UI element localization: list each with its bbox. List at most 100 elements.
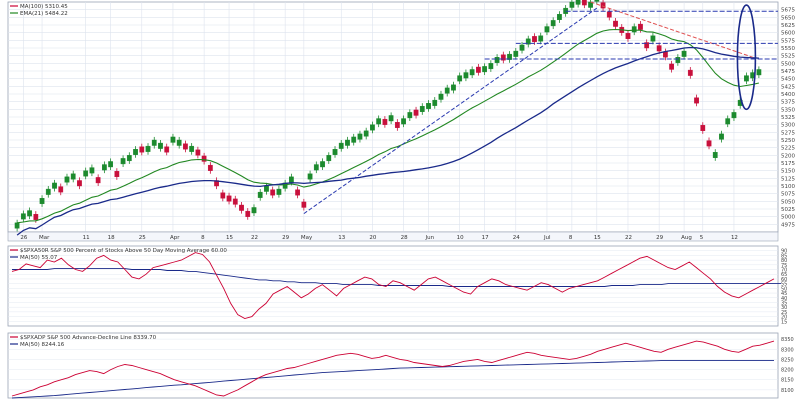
candle-body [444,87,450,94]
candle-body [725,118,731,125]
candle-body [301,201,307,208]
legend-label: MA(50) 8244.16 [20,342,65,348]
candle-body [756,69,762,76]
price-y-tick: 5175 [781,161,795,167]
candle-body [469,69,475,76]
candle-body [513,50,519,57]
x-tick-label: 5 [700,235,704,241]
breadth-panel-frame [7,245,779,327]
candle-body [251,207,257,214]
x-tick-label: 10 [457,235,464,241]
price-y-tick: 5600 [781,31,795,37]
candle-body [413,109,419,116]
x-tick-label: 15 [226,235,233,241]
candle-body [77,180,82,187]
breadth-y-tick: 75 [781,263,787,269]
candle-body [538,35,544,42]
candle-body [419,106,425,112]
candle-body [114,171,120,177]
x-tick-label: 22 [251,235,258,241]
candle-body [476,66,481,73]
adline-panel-frame [7,332,779,399]
candle-body [58,186,64,193]
legend-label: MA(100) 5310.45 [20,4,68,10]
x-tick-label: Aug [681,235,692,241]
breadth-main-line [11,252,775,319]
candle-body [532,36,537,43]
candle-body [295,189,300,196]
candle-body [500,54,506,61]
price-y-tick: 5325 [781,115,795,121]
candle-body [176,139,182,146]
highlight-ellipse [736,4,757,111]
candle-body [14,222,20,229]
candle-body [525,38,531,45]
price-y-tick: 5650 [781,15,795,21]
candle-body [488,63,494,70]
breadth-y-tick: 50 [781,286,787,292]
candle-body [158,142,163,149]
candle-body [401,118,406,125]
x-axis-band [7,231,779,242]
candle-body [27,210,32,217]
x-tick-label: 12 [731,235,738,241]
candle-body [712,152,718,158]
candle-body [220,192,226,199]
price-y-tick: 5350 [781,107,795,113]
candle-body [195,149,201,156]
price-y-tick: 5450 [781,77,795,83]
price-y-tick: 5225 [781,146,795,152]
candle-body [145,145,151,152]
legend-label: $SPXADP S&P 500 Advance-Decline Line 833… [20,335,157,341]
candle-body [581,0,587,6]
breadth-y-tick: 45 [781,291,787,297]
candle-body [388,115,394,122]
candle-body [631,26,637,33]
candle-body [519,44,525,51]
candle-body [264,185,269,192]
candle-body [376,118,382,125]
candle-body [345,139,350,146]
price-y-tick: 5525 [781,54,795,60]
candle-body [719,133,724,140]
candle-body [575,0,581,5]
candle-body [432,99,438,106]
adline-y-tick: 8250 [781,357,794,363]
x-tick-label: 18 [108,235,115,241]
candle-body [594,0,600,2]
candle-body [164,146,170,153]
price-y-tick: 5075 [781,192,795,198]
candle-body [95,177,101,184]
candle-body [151,139,157,146]
breadth-y-tick: 35 [781,300,787,306]
candle-body [457,75,463,82]
candle-body [126,155,132,162]
price-y-tick: 5575 [781,38,795,44]
price-y-tick: 5200 [781,153,795,159]
x-tick-label: 28 [401,235,408,241]
breadth-y-tick: 55 [781,282,787,288]
ema21-line [17,28,760,224]
x-tick-label: 29 [282,235,289,241]
candle-body [394,122,400,128]
candle-body [239,204,244,211]
candle-body [83,170,89,177]
candle-body [600,2,606,9]
candle-body [120,158,126,165]
breadth-ma-line [12,268,782,287]
candle-body [451,84,456,91]
candle-body [638,23,643,30]
candle-body [39,198,45,204]
price-y-tick: 5250 [781,138,795,144]
candle-body [201,155,207,162]
candle-body [544,26,550,33]
adline-y-tick: 8100 [781,388,794,394]
price-y-tick: 5425 [781,84,795,90]
candle-body [245,210,251,217]
candle-body [102,164,107,171]
breadth-y-tick: 60 [781,277,787,283]
breadth-y-tick: 80 [781,258,787,264]
price-y-tick: 5300 [781,123,795,129]
